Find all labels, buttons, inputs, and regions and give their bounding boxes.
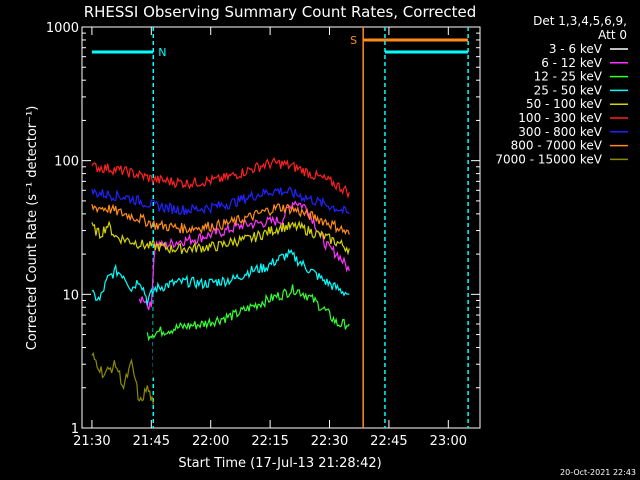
legend-label: 50 - 100 keV (526, 97, 603, 111)
y-tick-label: 1 (71, 422, 79, 437)
legend-label: 3 - 6 keV (549, 42, 603, 56)
plot-area: NS 21:30 21:45 22:00 22:15 22:30 22:45 23:0011… (46, 21, 481, 449)
x-tick-label: 23:00 (430, 434, 467, 449)
y-tick-label: 10 (62, 288, 79, 303)
ticks-layer: 21:30 21:45 22:00 22:15 22:30 22:45 23:00 1 10 10… (46, 21, 480, 449)
x-tick-label: 22:30 (311, 434, 348, 449)
legend-label: 25 - 50 keV (534, 83, 603, 97)
footer-timestamp: 20-Oct-2021 22:43 (560, 468, 636, 477)
legend-header-2: Att 0 (598, 28, 627, 42)
legend-label: 300 - 800 keV (518, 125, 602, 139)
legend-label: 6 - 12 keV (541, 56, 603, 70)
x-axis-label: Start Time (17-Jul-13 21:28:42) (178, 456, 381, 471)
saa-flag-label: S (350, 34, 357, 47)
chart-title: RHESSI Observing Summary Count Rates, Co… (84, 3, 477, 21)
y-axis-label: Corrected Count Rate (s⁻¹ detector⁻¹) (25, 106, 40, 351)
series-line-2 (146, 284, 350, 342)
series-line-6 (91, 186, 350, 216)
series-line-7 (91, 203, 350, 236)
x-tick-label: 22:15 (251, 434, 288, 449)
x-tick-label: 22:00 (192, 434, 229, 449)
y-tick-label: 100 (54, 155, 79, 170)
legend-label: 7000 - 15000 keV (495, 152, 602, 166)
legend-label: 800 - 7000 keV (511, 139, 603, 153)
flags-layer: NS (91, 27, 469, 428)
legend-header-1: Det 1,3,4,5,6,9, (533, 14, 627, 28)
x-tick-label: 21:30 (73, 434, 110, 449)
legend-label: 12 - 25 keV (534, 70, 603, 84)
y-tick-label: 1000 (46, 21, 79, 36)
series-line-8 (91, 351, 154, 405)
x-tick-label: 22:45 (370, 434, 407, 449)
series-line-3 (91, 248, 350, 306)
x-tick-label: 21:45 (133, 434, 170, 449)
series-layer (91, 156, 350, 405)
legend-label: 100 - 300 keV (518, 111, 602, 125)
series-line-4 (91, 220, 350, 256)
night-flag-label: N (158, 46, 166, 59)
series-line-0 (91, 206, 350, 378)
series-line-5 (91, 156, 350, 199)
plot-frame (81, 26, 481, 429)
